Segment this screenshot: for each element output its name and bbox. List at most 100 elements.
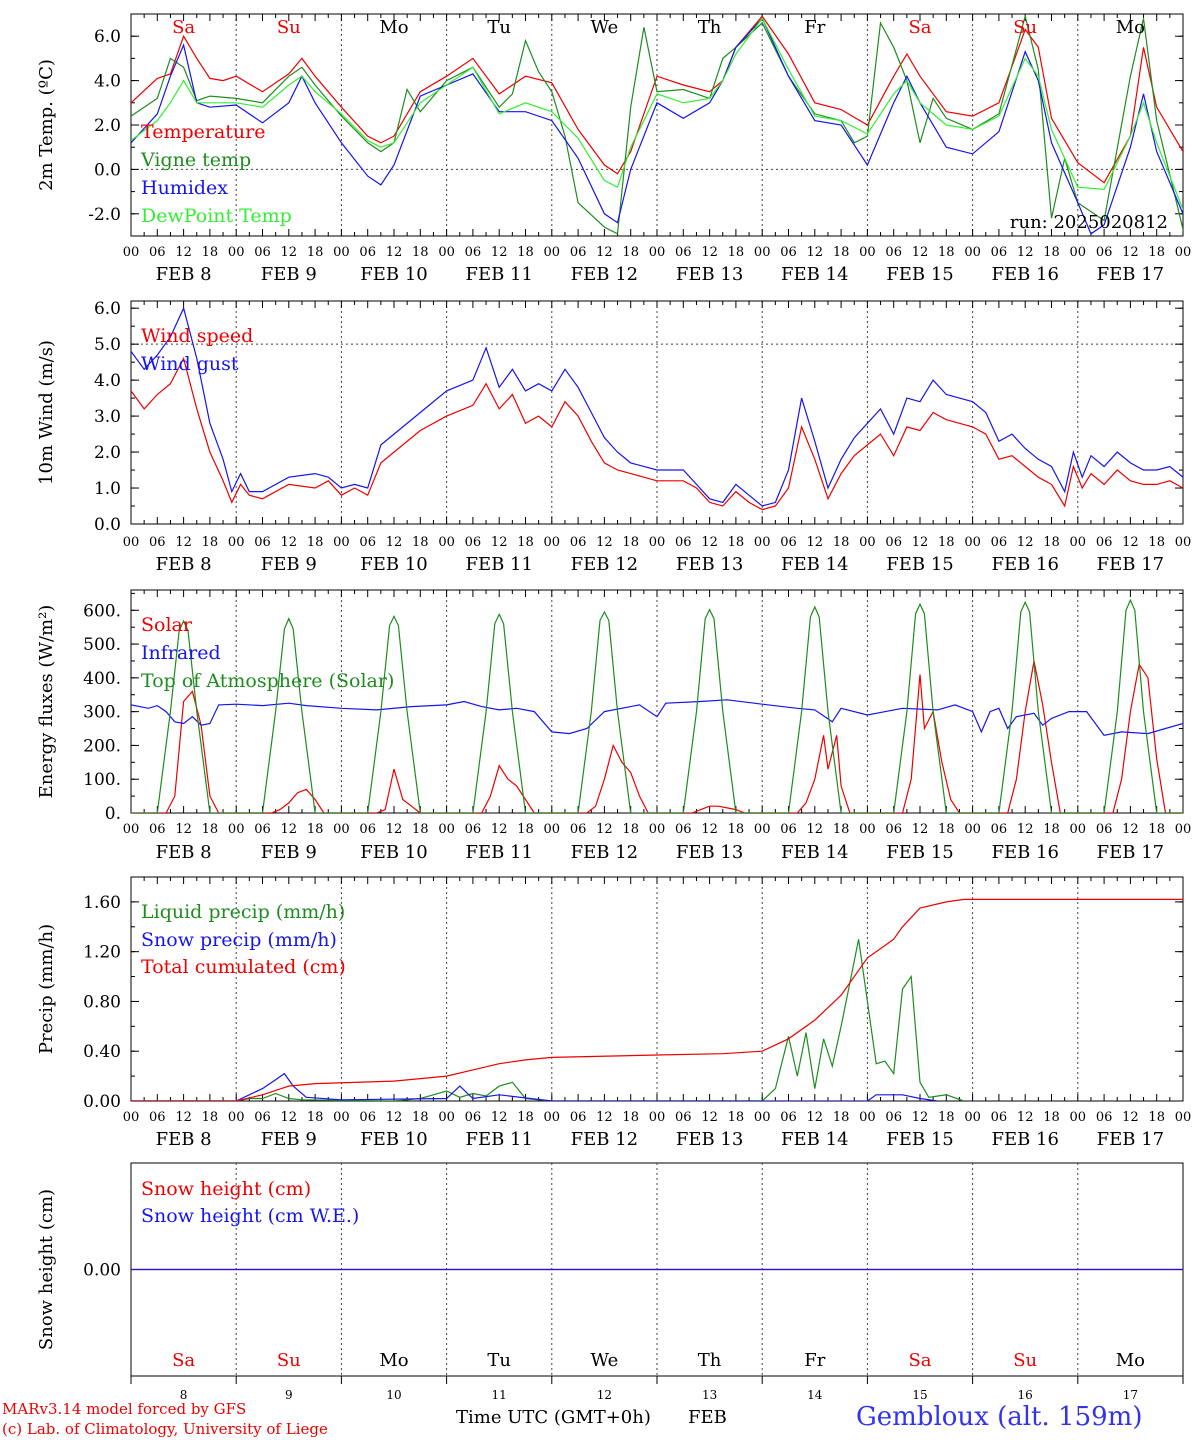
weekday-label: Su: [277, 1350, 301, 1371]
date-label: FEB 8: [156, 1129, 212, 1150]
weekday-label: Th: [698, 17, 722, 38]
series-line: [131, 16, 1183, 235]
y-tick-label: 500.: [83, 635, 121, 655]
hour-tick-label: 06: [254, 245, 271, 260]
hour-tick-label: 12: [701, 535, 718, 550]
y-tick-label: 0.00: [83, 1092, 121, 1112]
y-axis-label: 2m Temp. (ºC): [36, 59, 57, 191]
weekday-label: Mo: [379, 17, 408, 38]
y-tick-label: 2.0: [94, 116, 121, 136]
series-line: [131, 356, 1183, 511]
date-number: 17: [1123, 1388, 1138, 1402]
hour-tick-label: 00: [123, 822, 140, 837]
y-tick-label: 0.80: [83, 992, 121, 1012]
weekday-label: Sa: [172, 17, 195, 38]
date-label: FEB 10: [360, 554, 427, 575]
y-tick-label: 600.: [83, 601, 121, 621]
date-label: FEB 9: [261, 842, 317, 863]
hour-tick-label: 12: [1017, 245, 1034, 260]
hour-tick-label: 18: [1043, 822, 1060, 837]
hour-tick-label: 12: [386, 1110, 403, 1125]
weekday-label: Mo: [1116, 1350, 1145, 1371]
y-tick-label: 1.60: [83, 893, 121, 913]
y-tick-label: 100.: [83, 770, 121, 790]
hour-tick-label: 18: [1148, 1110, 1165, 1125]
panel-snow: 0.00 Snow height (cm) Snow height (cm) Snow…: [36, 1162, 1184, 1402]
hour-tick-label: 00: [1175, 245, 1192, 260]
hour-tick-label: 06: [1096, 1110, 1113, 1125]
hour-tick-label: 12: [596, 1110, 613, 1125]
hour-tick-label: 06: [885, 535, 902, 550]
y-tick-label: 200.: [83, 736, 121, 756]
hour-tick-label: 12: [1017, 1110, 1034, 1125]
hour-tick-label: 00: [1070, 1110, 1087, 1125]
y-tick-label: 1.0: [94, 479, 121, 499]
date-label: FEB 9: [261, 1129, 317, 1150]
weekday-label: Su: [1013, 17, 1037, 38]
series-line: [131, 306, 1183, 507]
date-number: 11: [492, 1388, 507, 1402]
hour-tick-label: 18: [1148, 535, 1165, 550]
hour-tick-label: 12: [175, 245, 192, 260]
hour-tick-label: 18: [833, 535, 850, 550]
hour-tick-label: 18: [622, 822, 639, 837]
date-label: FEB 16: [991, 1129, 1058, 1150]
date-label: FEB 17: [1097, 554, 1164, 575]
hour-tick-label: 06: [254, 822, 271, 837]
hour-tick-label: 06: [149, 822, 166, 837]
date-label: FEB 13: [676, 1129, 743, 1150]
date-label: FEB 8: [156, 264, 212, 285]
hour-tick-label: 12: [912, 822, 929, 837]
y-tick-label: 1.20: [83, 943, 121, 963]
hour-tick-label: 06: [254, 535, 271, 550]
hour-tick-label: 12: [1122, 822, 1139, 837]
hour-tick-label: 12: [281, 822, 298, 837]
hour-tick-label: 12: [596, 535, 613, 550]
y-tick-label: 6.0: [94, 27, 121, 47]
hour-tick-label: 18: [307, 245, 324, 260]
hour-tick-label: 18: [517, 1110, 534, 1125]
legend-entry: Top of Atmosphere (Solar): [141, 670, 394, 692]
hour-tick-label: 00: [964, 1110, 981, 1125]
weekday-label: Mo: [379, 1350, 408, 1371]
hour-tick-label: 00: [649, 822, 666, 837]
hour-tick-label: 12: [912, 1110, 929, 1125]
y-axis-label: Precip (mm/h): [36, 924, 57, 1054]
weekday-label: Sa: [908, 1350, 931, 1371]
legend-entry: Infrared: [141, 642, 221, 664]
hour-tick-label: 00: [754, 535, 771, 550]
y-tick-label: 400.: [83, 669, 121, 689]
hour-tick-label: 06: [359, 245, 376, 260]
hour-tick-label: 18: [622, 535, 639, 550]
hour-tick-label: 00: [1175, 1110, 1192, 1125]
hour-tick-label: 06: [780, 535, 797, 550]
copyright-credit: (c) Lab. of Climatology, University of L…: [2, 1420, 328, 1438]
legend-entry: Snow height (cm): [141, 1178, 311, 1200]
hour-tick-label: 12: [281, 245, 298, 260]
date-label: FEB 15: [886, 842, 953, 863]
legend-entry: Snow precip (mm/h): [141, 929, 337, 951]
hour-tick-label: 18: [728, 535, 745, 550]
legend-entry: Total cumulated (cm): [141, 956, 346, 978]
weekday-label: Su: [277, 17, 301, 38]
series-group: [131, 306, 1183, 511]
y-tick-label: 0.40: [83, 1042, 121, 1062]
hour-tick-label: 12: [491, 1110, 508, 1125]
hour-tick-label: 06: [359, 822, 376, 837]
hour-tick-label: 00: [123, 245, 140, 260]
hour-tick-label: 12: [701, 245, 718, 260]
hour-tick-label: 00: [438, 535, 455, 550]
hour-tick-label: 18: [1148, 822, 1165, 837]
legend-entry: Wind speed: [141, 325, 253, 347]
date-label: FEB 10: [360, 264, 427, 285]
hour-tick-label: 18: [202, 535, 219, 550]
hour-tick-label: 06: [991, 822, 1008, 837]
series-group: [131, 898, 1183, 1101]
hour-tick-label: 12: [175, 1110, 192, 1125]
hour-tick-label: 12: [807, 535, 824, 550]
hour-tick-label: 18: [833, 822, 850, 837]
y-tick-label: 300.: [83, 703, 121, 723]
hour-tick-label: 18: [1043, 535, 1060, 550]
hour-tick-label: 12: [807, 822, 824, 837]
hour-tick-label: 06: [1096, 535, 1113, 550]
